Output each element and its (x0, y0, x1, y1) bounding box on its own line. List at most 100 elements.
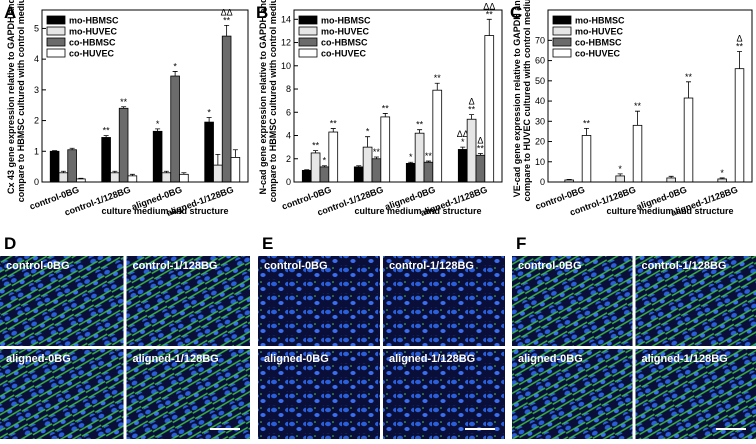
error-bar (635, 111, 640, 125)
bar (329, 132, 338, 182)
y-axis-title: VE-cad gene expression relative to GAPDH… (512, 0, 522, 197)
bar (476, 155, 485, 182)
legend-label: mo-HBMSC (575, 16, 625, 26)
micrograph-label: aligned-1/128BG (642, 353, 728, 365)
legend-label: co-HBMSC (321, 38, 368, 48)
significance-mark: ** (223, 15, 231, 25)
significance-mark: * (366, 127, 370, 137)
y-tick-label: 12 (281, 38, 291, 48)
legend-label: co-HUVEC (575, 49, 621, 59)
significance-mark: ** (486, 9, 494, 19)
error-bar (435, 83, 440, 90)
y-tick-label: 50 (535, 76, 545, 86)
micrograph-label: aligned-0BG (6, 353, 71, 365)
significance-mark: * (156, 119, 160, 129)
y-tick-label: 4 (286, 131, 291, 141)
error-bar (215, 154, 220, 165)
bar (180, 174, 189, 182)
micrograph-label: control-1/128BG (389, 260, 474, 272)
x-axis-title: culture medium and structure (354, 206, 481, 216)
legend-label: co-HUVEC (321, 49, 367, 59)
y-tick-label: 20 (535, 137, 545, 147)
bar (320, 167, 329, 182)
micrograph-label: aligned-0BG (518, 353, 583, 365)
y-tick-label: 0 (34, 177, 39, 187)
y-tick-label: 2 (34, 116, 39, 126)
legend-swatch (553, 38, 571, 46)
panel-letter: F (516, 234, 526, 253)
y-tick-label: 10 (281, 61, 291, 71)
bar (311, 153, 320, 182)
y-tick-label: 2 (286, 154, 291, 164)
legend-label: co-HUVEC (69, 49, 115, 59)
legend-swatch (299, 49, 317, 57)
legend-label: mo-HUVEC (575, 27, 624, 37)
bar (59, 173, 68, 182)
y-tick-label: 3 (34, 85, 39, 95)
legend-label: co-HBMSC (575, 38, 622, 48)
bar (68, 150, 77, 182)
significance-mark: ** (312, 141, 320, 151)
micrograph-label: aligned-1/128BG (389, 353, 475, 365)
error-bar (417, 130, 422, 133)
error-bar (207, 118, 212, 123)
significance-mark: ** (382, 103, 390, 113)
bar (735, 69, 744, 182)
micrograph-label: aligned-1/128BG (133, 353, 219, 365)
y-tick-label: 0 (286, 177, 291, 187)
error-bar (469, 115, 474, 120)
y-tick-label: 14 (281, 14, 291, 24)
chart-panel: BN-cad gene expression relative to GAPDH… (256, 0, 502, 218)
bar (102, 137, 111, 182)
panel-letter: D (4, 234, 16, 253)
bar (119, 108, 128, 182)
y-tick-label: 4 (34, 54, 39, 64)
micrograph-label: control-0BG (6, 260, 70, 272)
bar (467, 119, 476, 182)
bar (616, 176, 625, 182)
bar (171, 76, 180, 182)
significance-mark: * (720, 168, 724, 178)
legend-swatch (299, 38, 317, 46)
x-axis-title: culture medium and structure (101, 206, 228, 216)
y-tick-label: 10 (535, 157, 545, 167)
y-tick-label: 1 (34, 146, 39, 156)
bar (110, 173, 119, 182)
y-tick-label: 40 (535, 96, 545, 106)
bar (633, 125, 642, 182)
y-tick-label: 0 (540, 177, 545, 187)
panel-letter: E (262, 234, 273, 253)
significance-mark: ** (477, 144, 485, 154)
bar (50, 151, 59, 182)
error-bar (365, 137, 370, 147)
bar (205, 122, 214, 182)
y-axis-title: compare to HUVEC cultured with control m… (522, 0, 532, 202)
bar (162, 173, 171, 182)
y-tick-label: 70 (535, 35, 545, 45)
bar (667, 178, 676, 182)
legend-label: mo-HBMSC (321, 16, 371, 26)
bar (381, 117, 390, 182)
bar (433, 90, 442, 182)
significance-mark: ** (685, 72, 693, 82)
legend-swatch (553, 49, 571, 57)
significance-mark: * (207, 108, 211, 118)
significance-mark: ** (120, 97, 128, 107)
y-axis-title: Cx 43 gene expression relative to GAPDH … (6, 0, 16, 194)
y-tick-label: 6 (286, 107, 291, 117)
significance-mark: ** (330, 119, 338, 129)
significance-mark: * (323, 156, 327, 166)
micrograph-label: control-0BG (518, 260, 582, 272)
error-bar (224, 25, 229, 36)
bar (354, 167, 363, 182)
bar (153, 131, 162, 182)
legend-label: mo-HUVEC (321, 27, 370, 37)
bar (213, 165, 222, 182)
chart-panel: CVE-cad gene expression relative to GAPD… (510, 0, 752, 218)
significance-mark: * (461, 137, 465, 147)
micrograph-label: control-0BG (264, 260, 328, 272)
y-axis-title: compare to HBMSC cultured with control m… (268, 0, 278, 202)
error-bar (383, 113, 388, 116)
